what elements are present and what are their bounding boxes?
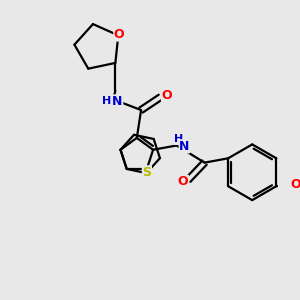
Text: H: H [174,134,183,145]
Text: O: O [290,178,300,191]
Text: H: H [102,97,111,106]
Text: O: O [178,176,188,188]
Text: O: O [161,88,172,102]
Text: O: O [114,28,124,41]
Text: S: S [142,166,152,179]
Text: N: N [179,140,190,153]
Text: N: N [112,95,123,108]
